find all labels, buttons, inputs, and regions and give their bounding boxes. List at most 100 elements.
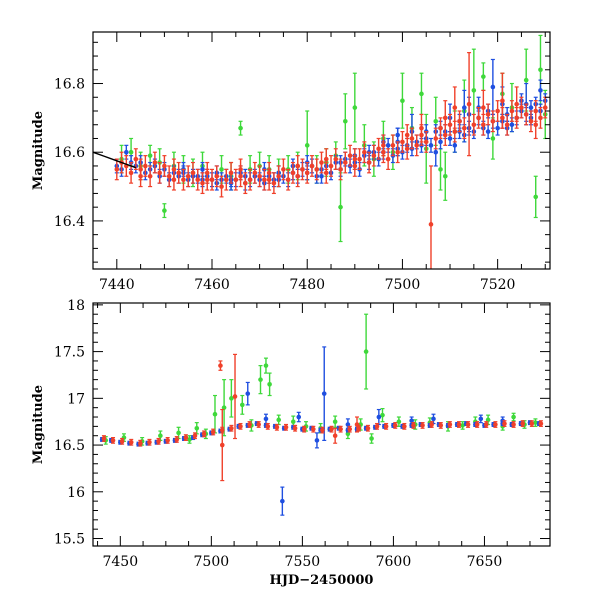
data-point xyxy=(542,96,548,119)
data-marker xyxy=(520,421,525,426)
data-marker xyxy=(392,423,398,428)
data-marker xyxy=(281,167,286,172)
data-marker xyxy=(523,112,529,117)
data-point xyxy=(285,168,291,191)
data-point xyxy=(321,346,327,441)
data-point xyxy=(195,168,201,191)
data-point xyxy=(311,425,316,433)
data-marker xyxy=(162,163,167,169)
data-marker xyxy=(166,173,172,179)
data-marker xyxy=(152,160,158,165)
data-marker xyxy=(380,412,385,418)
data-point xyxy=(280,486,285,516)
data-marker xyxy=(390,143,396,148)
data-marker xyxy=(502,421,507,426)
data-marker xyxy=(238,125,243,131)
data-point xyxy=(290,161,296,184)
data-marker xyxy=(409,136,415,141)
data-point xyxy=(495,100,500,122)
data-marker xyxy=(138,173,143,179)
data-point xyxy=(256,421,261,428)
data-point xyxy=(438,117,443,140)
data-point xyxy=(514,86,519,122)
data-point xyxy=(538,420,544,427)
data-marker xyxy=(238,424,243,429)
data-point xyxy=(338,425,343,433)
data-marker xyxy=(423,139,429,145)
data-point xyxy=(409,127,415,150)
data-point xyxy=(402,422,407,430)
data-point xyxy=(119,437,125,445)
data-marker xyxy=(276,417,282,423)
data-marker xyxy=(442,115,448,121)
data-marker xyxy=(409,418,414,424)
data-marker xyxy=(243,180,248,186)
data-marker xyxy=(433,136,439,141)
data-marker xyxy=(274,425,280,430)
data-marker xyxy=(385,143,391,148)
data-marker xyxy=(110,438,116,443)
data-marker xyxy=(343,119,348,124)
data-point xyxy=(428,137,434,153)
data-marker xyxy=(212,411,218,417)
y-tick-label: 15.5 xyxy=(54,532,85,548)
data-point xyxy=(329,425,334,433)
data-marker xyxy=(147,153,153,158)
data-point xyxy=(200,172,205,195)
data-point xyxy=(338,158,343,181)
data-point xyxy=(320,426,325,434)
data-point xyxy=(247,168,253,191)
data-marker xyxy=(514,101,519,107)
series-green xyxy=(119,34,548,243)
data-marker xyxy=(528,105,534,110)
data-marker xyxy=(292,425,298,431)
data-point xyxy=(490,110,496,133)
data-marker xyxy=(190,170,196,176)
data-marker xyxy=(158,433,163,439)
data-marker xyxy=(333,156,339,162)
data-marker xyxy=(438,167,443,172)
data-marker xyxy=(204,177,210,182)
data-marker xyxy=(338,167,343,172)
series-red xyxy=(101,353,544,482)
data-marker xyxy=(320,427,325,433)
data-marker xyxy=(321,391,327,396)
data-point xyxy=(143,155,148,177)
data-marker xyxy=(283,425,289,430)
data-marker xyxy=(223,177,229,182)
data-marker xyxy=(332,433,338,439)
data-marker xyxy=(290,419,296,424)
data-marker xyxy=(247,422,252,427)
data-point xyxy=(214,165,220,188)
data-point xyxy=(267,372,272,397)
data-point xyxy=(478,414,484,424)
data-marker xyxy=(138,440,143,446)
data-point xyxy=(262,168,267,191)
data-marker xyxy=(343,160,348,165)
x-tick-label: 7550 xyxy=(285,554,321,570)
data-point xyxy=(347,144,353,167)
data-marker xyxy=(218,363,223,368)
data-marker xyxy=(174,437,180,442)
data-marker xyxy=(256,422,261,427)
data-point xyxy=(365,424,371,432)
data-marker xyxy=(465,422,471,427)
data-point xyxy=(128,438,134,446)
data-point xyxy=(247,421,252,428)
data-point xyxy=(509,100,515,122)
y-axis-label: Magnitude xyxy=(31,111,46,190)
data-marker xyxy=(165,438,170,443)
axes-frame xyxy=(92,31,551,270)
data-point xyxy=(347,425,353,433)
data-point xyxy=(265,422,271,430)
plot-area xyxy=(99,313,544,516)
y-tick-label: 18 xyxy=(67,298,85,314)
x-tick-label: 7500 xyxy=(194,554,230,570)
data-marker xyxy=(266,177,272,182)
data-marker xyxy=(490,84,496,90)
data-point xyxy=(381,134,386,157)
data-marker xyxy=(328,163,334,169)
data-point xyxy=(333,148,339,170)
data-point xyxy=(495,120,500,136)
data-marker xyxy=(362,149,367,155)
